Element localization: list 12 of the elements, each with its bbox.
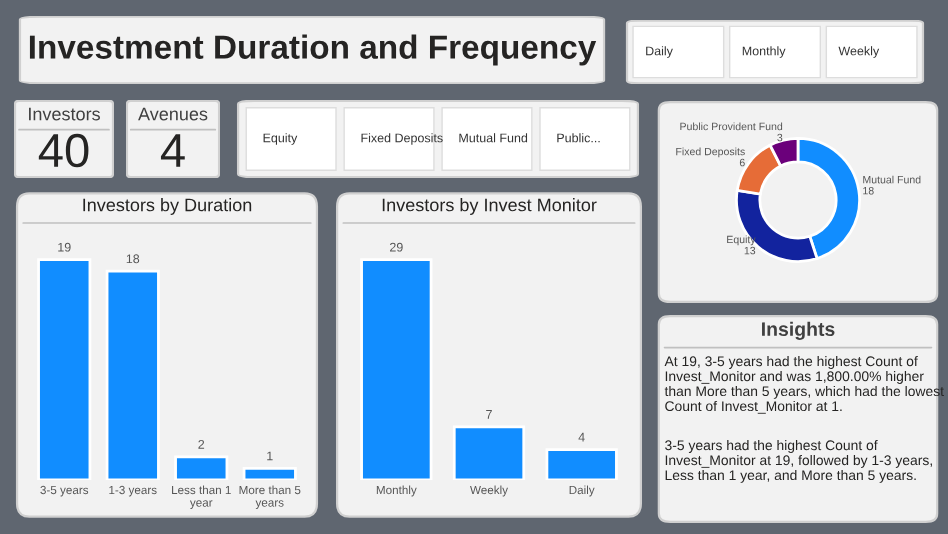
text: Investment Duration and Frequency <box>29 34 597 66</box>
bar <box>37 258 92 480</box>
text: Insights <box>762 321 835 340</box>
bar <box>105 269 160 480</box>
chart-title: Investors by Invest Monitor <box>382 198 597 215</box>
text: 40 <box>38 133 89 168</box>
text: Avenues <box>138 107 208 121</box>
text: Investors <box>29 107 100 121</box>
bar <box>174 455 229 480</box>
bar <box>242 467 297 480</box>
text: 4 <box>160 134 185 167</box>
chart-title: Investors by Duration <box>83 198 252 215</box>
